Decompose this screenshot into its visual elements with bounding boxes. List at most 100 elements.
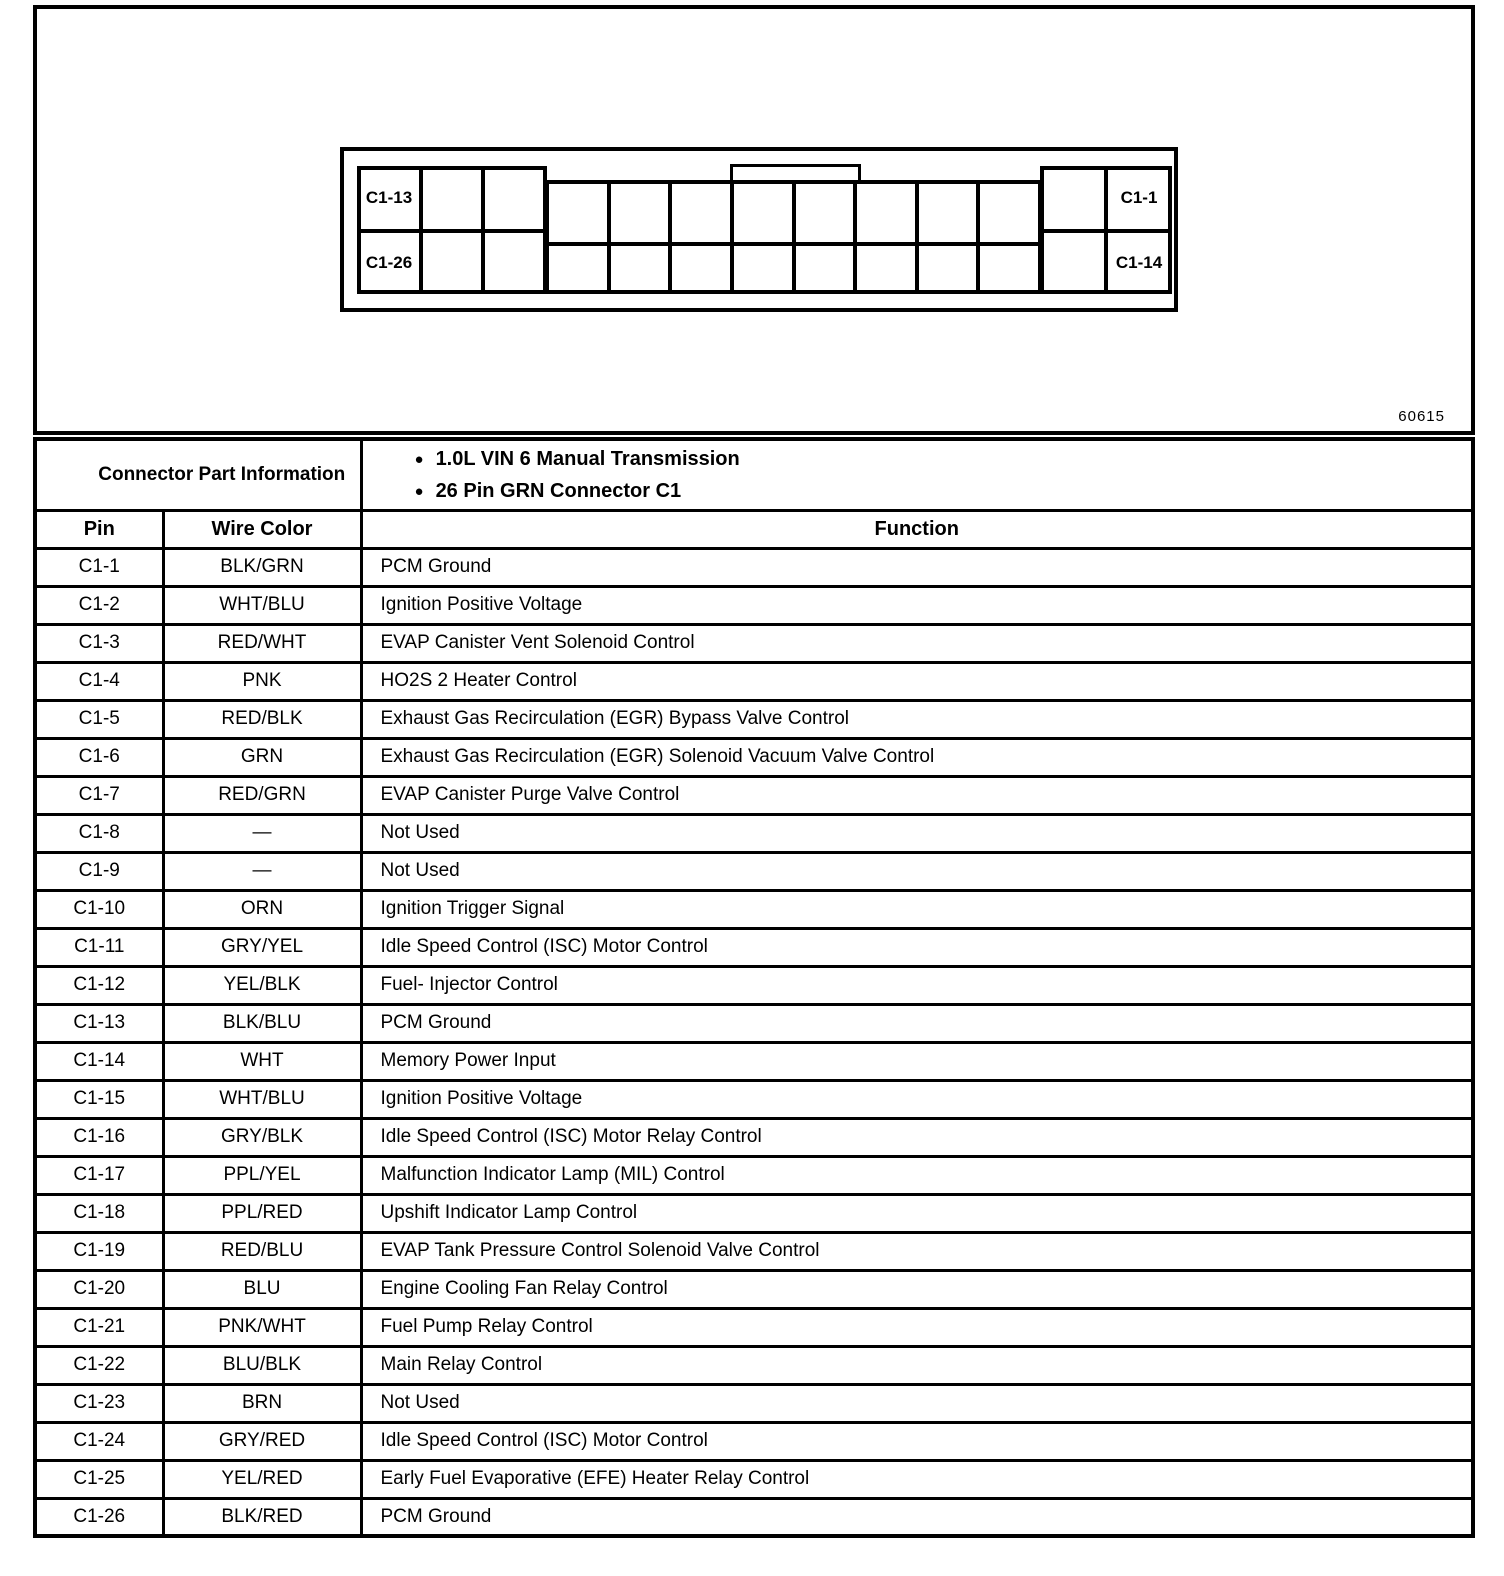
function-cell: Fuel Pump Relay Control [359, 1306, 1475, 1348]
function-cell: Idle Speed Control (ISC) Motor Control [359, 1420, 1475, 1462]
pin-cell: C1-11 [33, 926, 165, 968]
wire-color-cell: GRY/YEL [161, 926, 363, 968]
connector-pin-cell [978, 182, 1040, 244]
connector-keying-tab [730, 164, 861, 183]
wire-color-cell: BLU/BLK [161, 1344, 363, 1386]
table-row: C1-1 BLK/GRN PCM Ground [33, 546, 1475, 588]
pinout-table: Connector Part Information ● 1.0L VIN 6 … [33, 437, 1475, 1538]
connector-left-pin-block [357, 166, 547, 294]
table-row: C1-22 BLU/BLK Main Relay Control [33, 1344, 1475, 1386]
pin-column-header: Pin [33, 508, 165, 550]
function-cell: Not Used [359, 812, 1475, 854]
table-row: C1-26 BLK/RED PCM Ground [33, 1496, 1475, 1538]
connector-pin-cell [421, 231, 483, 292]
connector-pin-cell [731, 182, 794, 244]
bullet-icon: ● [414, 482, 424, 500]
connector-pin-cell [916, 244, 979, 292]
connector-middle-pin-block [545, 180, 1042, 294]
function-cell: HO2S 2 Heater Control [359, 660, 1475, 702]
connector-pin-cell [547, 244, 609, 292]
function-cell: Early Fuel Evaporative (EFE) Heater Rela… [359, 1458, 1475, 1500]
function-cell: EVAP Tank Pressure Control Solenoid Valv… [359, 1230, 1475, 1272]
part-info-row: Connector Part Information ● 1.0L VIN 6 … [33, 437, 1475, 512]
function-cell: PCM Ground [359, 1496, 1475, 1538]
wire-color-cell: PNK/WHT [161, 1306, 363, 1348]
function-cell: Ignition Positive Voltage [359, 1078, 1475, 1120]
table-row: C1-24 GRY/RED Idle Speed Control (ISC) Mot… [33, 1420, 1475, 1462]
part-info-title: Connector Part Information [98, 463, 346, 485]
column-header-row: Pin Wire Color Function [33, 508, 1475, 550]
function-cell: Engine Cooling Fan Relay Control [359, 1268, 1475, 1310]
function-cell: Memory Power Input [359, 1040, 1475, 1082]
pin-cell: C1-21 [33, 1306, 165, 1348]
connector-label-c1-1: C1-1 [1120, 187, 1158, 207]
wire-color-cell: RED/GRN [161, 774, 363, 816]
wire-color-cell: GRY/BLK [161, 1116, 363, 1158]
function-cell: Exhaust Gas Recirculation (EGR) Bypass V… [359, 698, 1475, 740]
wire-color-cell: PPL/RED [161, 1192, 363, 1234]
table-row: C1-18 PPL/RED Upshift Indicator Lamp Contr… [33, 1192, 1475, 1234]
connector-pin-cell [1106, 168, 1170, 231]
pin-cell: C1-26 [33, 1496, 165, 1538]
wire-color-cell: — [161, 850, 363, 892]
pin-cell: C1-10 [33, 888, 165, 930]
wire-color-cell: BLK/RED [161, 1496, 363, 1538]
connector-right-pin-block [1040, 166, 1172, 294]
table-row: C1-10 ORN Ignition Trigger Signal [33, 888, 1475, 930]
function-cell: PCM Ground [359, 1002, 1475, 1044]
wire-color-cell: GRN [161, 736, 363, 778]
table-row: C1-21 PNK/WHT Fuel Pump Relay Control [33, 1306, 1475, 1348]
connector-pin-cell [359, 168, 421, 231]
connector-label-c1-14: C1-14 [1115, 252, 1163, 272]
table-row: C1-8— Not Used [33, 812, 1475, 854]
table-row: C1-16 GRY/BLK Idle Speed Control (ISC) Mot… [33, 1116, 1475, 1158]
pin-cell: C1-6 [33, 736, 165, 778]
wire-color-cell: ORN [161, 888, 363, 930]
wire-color-cell: BLK/GRN [161, 546, 363, 588]
pin-cell: C1-24 [33, 1420, 165, 1462]
wire-color-cell: PPL/YEL [161, 1154, 363, 1196]
table-row: C1-3 RED/WHT EVAP Canister Vent Solenoid C… [33, 622, 1475, 664]
connector-pin-cell [608, 244, 671, 292]
pin-cell: C1-22 [33, 1344, 165, 1386]
wire-color-cell: WHT/BLU [161, 584, 363, 626]
pin-cell: C1-23 [33, 1382, 165, 1424]
function-cell: Malfunction Indicator Lamp (MIL) Control [359, 1154, 1475, 1196]
table-row: C1-15 WHT/BLU Ignition Positive Voltage [33, 1078, 1475, 1120]
description-bullet-1: ● 1.0L VIN 6 Manual Transmission [364, 443, 1470, 475]
bullet-icon: ● [414, 450, 424, 468]
description-text-1: 1.0L VIN 6 Manual Transmission [435, 447, 740, 470]
pin-cell: C1-25 [33, 1458, 165, 1500]
table-row: C1-13 BLK/BLU PCM Ground [33, 1002, 1475, 1044]
table-row: C1-6 GRN Exhaust Gas Recirculation (EGR) S… [33, 736, 1475, 778]
table-row: C1-14 WHT Memory Power Input [33, 1040, 1475, 1082]
wire-color-cell: GRY/RED [161, 1420, 363, 1462]
table-row: C1-11 GRY/YEL Idle Speed Control (ISC) Mot… [33, 926, 1475, 968]
pin-cell: C1-12 [33, 964, 165, 1006]
table-row: C1-5 RED/BLK Exhaust Gas Recirculation (EG… [33, 698, 1475, 740]
pin-cell: C1-19 [33, 1230, 165, 1272]
pin-cell: C1-4 [33, 660, 165, 702]
connector-pin-cell [793, 244, 856, 292]
table-row: C1-23 BRN Not Used [33, 1382, 1475, 1424]
wire-color-column-header: Wire Color [161, 508, 363, 550]
function-cell: Main Relay Control [359, 1344, 1475, 1386]
connector-pin-cell [670, 182, 732, 244]
table-row: C1-12 YEL/BLK Fuel- Injector Control [33, 964, 1475, 1006]
function-column-header: Function [359, 508, 1475, 550]
table-row: C1-25 YEL/RED Early Fuel Evaporative (EFE)… [33, 1458, 1475, 1500]
wire-color-cell: RED/BLK [161, 698, 363, 740]
wire-color-cell: RED/BLU [161, 1230, 363, 1272]
pin-cell: C1-15 [33, 1078, 165, 1120]
figure-code: 60615 [1398, 408, 1445, 425]
pin-cell: C1-1 [33, 546, 165, 588]
pin-cell: C1-5 [33, 698, 165, 740]
wire-color-cell: RED/WHT [161, 622, 363, 664]
function-cell: PCM Ground [359, 546, 1475, 588]
wire-color-cell: BLU [161, 1268, 363, 1310]
function-cell: Upshift Indicator Lamp Control [359, 1192, 1475, 1234]
connector-pin-cell [483, 231, 545, 292]
pin-cell: C1-2 [33, 584, 165, 626]
function-cell: Fuel- Injector Control [359, 964, 1475, 1006]
